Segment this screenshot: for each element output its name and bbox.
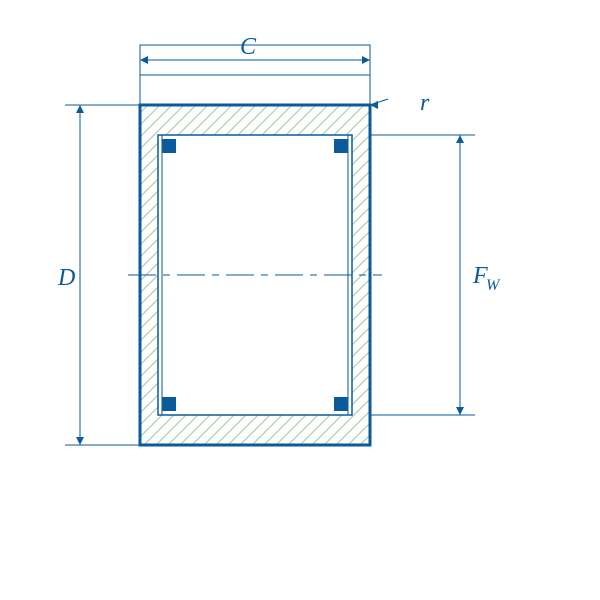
- label-d: D: [57, 265, 75, 291]
- roller-end: [162, 397, 176, 411]
- label-r: r: [420, 90, 430, 116]
- label-fw-sub: W: [486, 277, 501, 294]
- roller-end: [162, 139, 176, 153]
- roller-end: [334, 397, 348, 411]
- roller-end: [334, 139, 348, 153]
- label-c: C: [240, 34, 257, 60]
- bearing-cross-section-diagram: CDFWr: [0, 0, 600, 600]
